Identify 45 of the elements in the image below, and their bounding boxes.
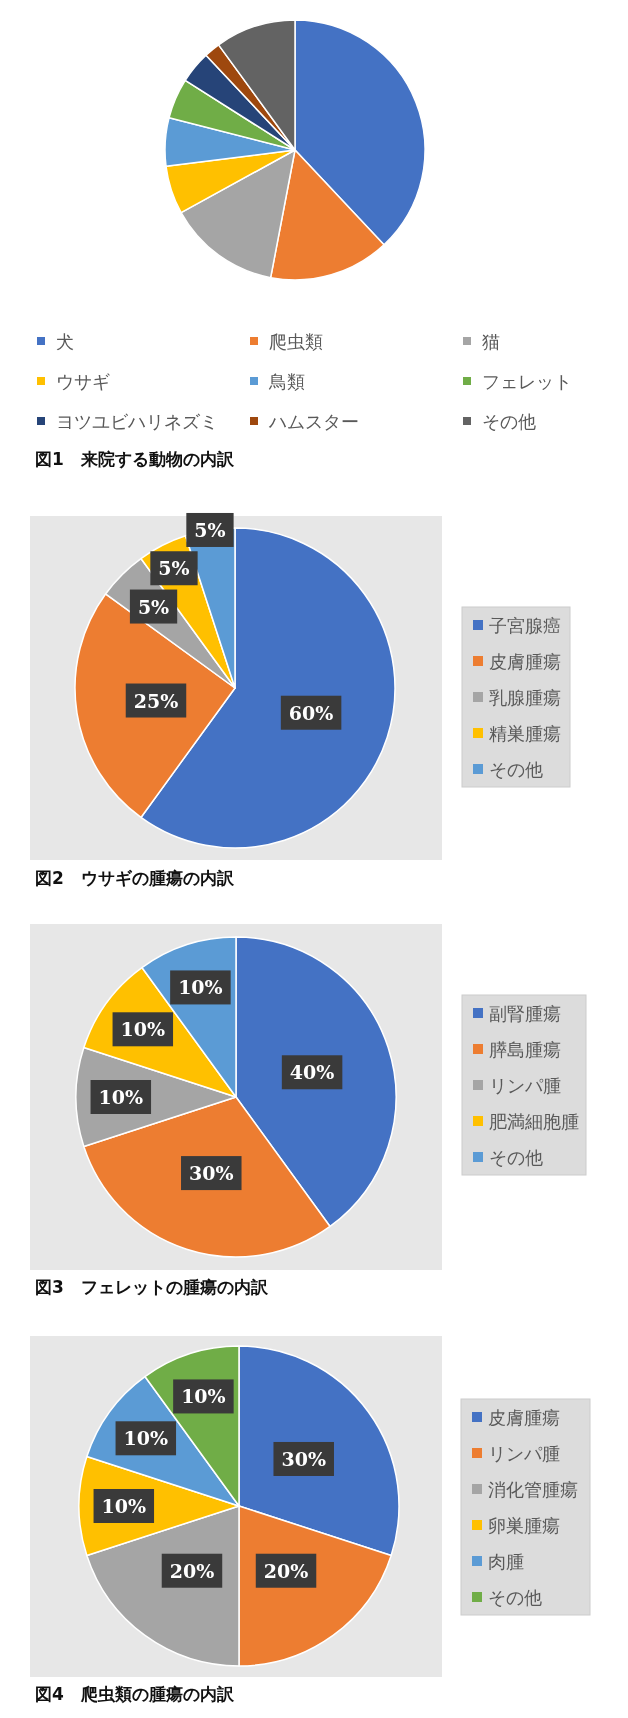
legend-label: 卵巣腫瘍 [488, 1515, 560, 1536]
data-label: 5% [194, 518, 226, 541]
legend-label: 皮膚腫瘍 [489, 651, 561, 672]
legend-label: その他 [488, 1587, 542, 1608]
legend-label: 肥満細胞腫 [489, 1111, 579, 1132]
legend-label: 犬 [56, 331, 74, 352]
data-label: 10% [98, 1086, 144, 1108]
legend-label: ヨツユビハリネズミ [56, 411, 218, 432]
data-label: 10% [178, 976, 223, 999]
legend-label: 乳腺腫瘍 [489, 687, 561, 708]
data-label: 10% [120, 1018, 166, 1041]
data-label: 5% [137, 595, 170, 618]
legend-label: ウサギ [56, 371, 110, 392]
data-label: 30% [281, 1447, 326, 1470]
legend-label: 肉腫 [488, 1551, 524, 1572]
legend-label: その他 [489, 1147, 543, 1168]
legend-label: 膵島腫瘍 [489, 1039, 561, 1060]
data-label: 10% [101, 1495, 147, 1517]
data-label: 10% [123, 1427, 169, 1450]
data-label: 20% [169, 1559, 215, 1582]
text: 図1 来院する動物の内訳 [35, 449, 235, 469]
data-label: 5% [158, 557, 190, 580]
legend-label: 精巣腫瘍 [489, 723, 561, 744]
data-label: 20% [263, 1559, 309, 1582]
text: 図3 フェレットの腫瘍の内訳 [35, 1277, 269, 1297]
legend-label: 皮膚腫瘍 [488, 1407, 560, 1428]
text: 図4 爬虫類の腫瘍の内訳 [35, 1684, 235, 1704]
data-label: 60% [288, 701, 334, 724]
legend-label: その他 [482, 411, 536, 432]
text: 図2 ウサギの腫瘍の内訳 [35, 868, 235, 888]
legend-label: 消化管腫瘍 [488, 1479, 578, 1500]
legend-label: 鳥類 [268, 371, 305, 392]
legend-label: その他 [489, 759, 543, 780]
legend-label: リンパ腫 [488, 1443, 560, 1464]
data-label: 40% [289, 1061, 335, 1084]
legend-label: フェレット [482, 371, 572, 392]
legend-label: リンパ腫 [489, 1075, 561, 1096]
legend-label: 副腎腫瘍 [489, 1003, 561, 1024]
legend-label: 爬虫類 [269, 331, 323, 352]
data-label: 10% [181, 1385, 226, 1408]
data-label: 25% [133, 689, 179, 712]
legend-label: 猫 [482, 331, 500, 352]
legend-label: ハムスター [268, 411, 359, 432]
data-label: 30% [189, 1162, 234, 1185]
legend-label: 子宮腺癌 [489, 615, 561, 636]
